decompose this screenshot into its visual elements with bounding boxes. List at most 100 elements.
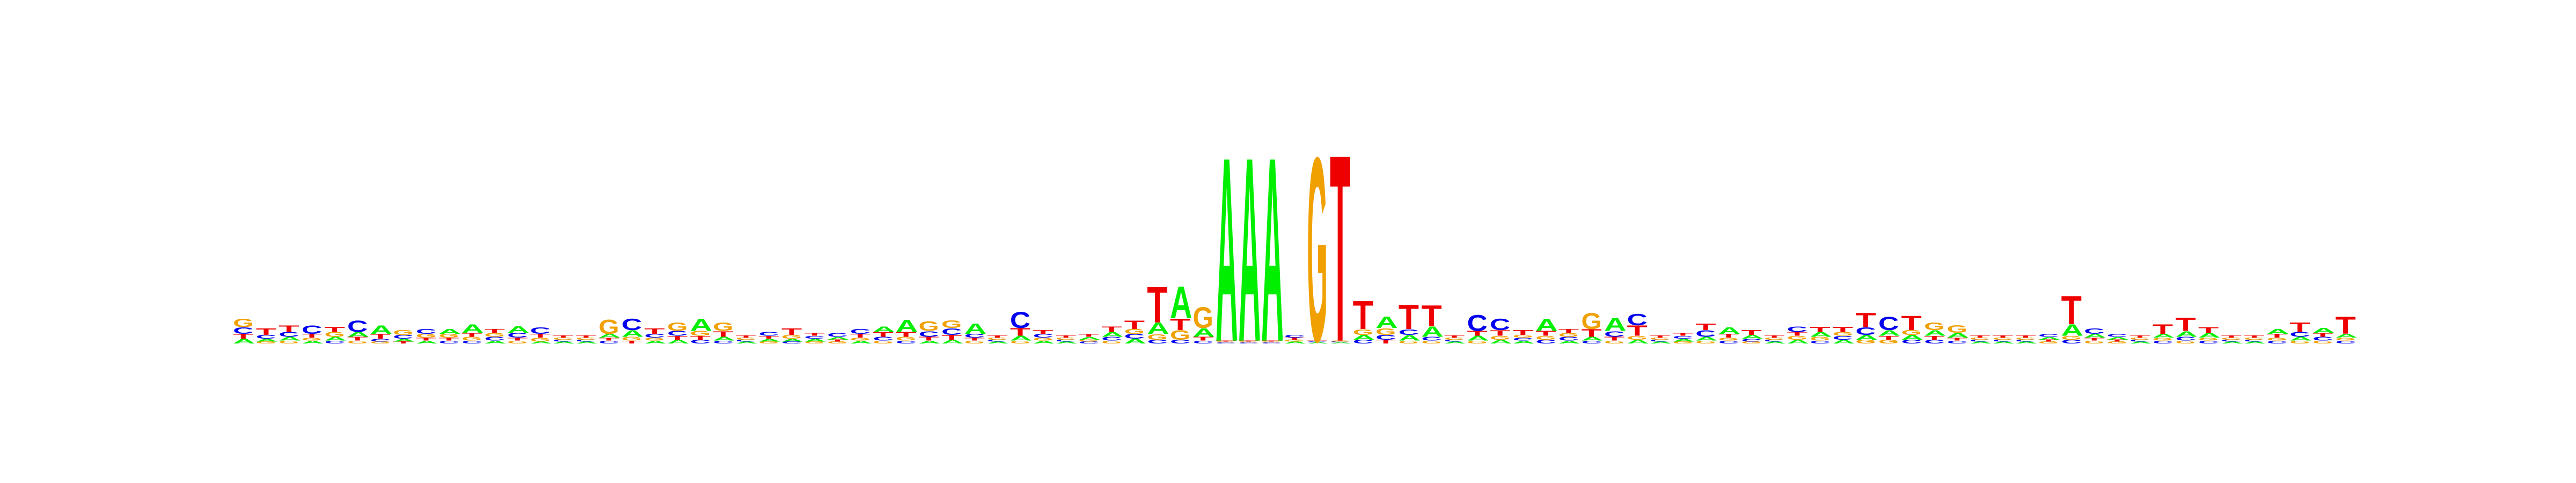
logo-letter-T-pos-84: T [2129,335,2150,339]
logo-letter-C-pos-69: C [1787,325,1807,334]
logo-letter-A-pos-36: A [1033,340,1055,344]
logo-letter-C-pos-8: C [393,334,413,340]
logo-letter-A-pos-81: A [2061,321,2083,339]
logo-letter-A-pos-23: A [736,341,758,344]
logo-letter-A-pos-14: A [530,341,552,344]
logo-letter-T-pos-4: T [302,333,322,339]
logo-letter-T-pos-8: T [393,341,413,345]
logo-letter-T-pos-48: T [1307,340,1327,342]
logo-letter-G-pos-27: G [827,341,847,345]
logo-letter-T-pos-18: T [621,340,642,344]
logo-letter-A-pos-54: A [1444,341,1466,344]
logo-letter-A-pos-35: A [1010,334,1032,342]
logo-letter-G-pos-93: G [2336,337,2356,341]
logo-letter-A-pos-87: A [2198,332,2220,339]
logo-letter-C-pos-38: C [1079,341,1099,344]
logo-letter-G-pos-44: G [1216,341,1236,343]
logo-letter-G-pos-51: G [1375,326,1396,337]
logo-letter-A-pos-53: A [1421,323,1443,340]
logo-letter-T-pos-89: T [2244,335,2264,339]
logo-letter-A-pos-6: A [347,331,369,338]
logo-letter-T-pos-49: T [1330,100,1350,398]
logo-letter-G-pos-6: G [347,340,368,344]
logo-letter-A-pos-60: A [1581,336,1603,342]
logo-letter-G-pos-20: G [667,320,687,334]
logo-letter-C-pos-26: C [804,335,825,339]
logo-letter-A-pos-58: A [1535,315,1558,334]
logo-letter-G-pos-7: G [370,341,391,345]
logo-letter-C-pos-89: C [2244,339,2264,342]
logo-letter-G-pos-19: G [645,337,665,341]
logo-letter-A-pos-89: A [2244,341,2266,344]
logo-letter-A-pos-49: A [1330,342,1352,344]
logo-letter-A-pos-8: A [393,338,415,342]
logo-letter-G-pos-54: G [1444,337,1465,340]
logo-letter-T-pos-34: T [987,335,1007,339]
logo-letter-G-pos-67: G [1741,341,1761,345]
logo-letter-T-pos-68: T [1764,335,1784,339]
logo-letter-C-pos-56: C [1490,316,1510,334]
logo-letter-A-pos-27: A [827,336,849,340]
logo-letter-C-pos-48: C [1307,341,1327,343]
logo-letter-C-pos-81: C [2061,339,2082,345]
logo-letter-G-pos-43: G [1193,302,1213,335]
logo-letter-A-pos-50: A [1353,333,1375,341]
logo-letter-A-pos-34: A [987,341,1009,344]
logo-letter-C-pos-39: C [1101,336,1122,342]
logo-letter-T-pos-65: T [1695,321,1716,332]
logo-letter-T-pos-82: T [2084,337,2104,341]
logo-letter-A-pos-59: A [1558,340,1580,344]
logo-letter-T-pos-92: T [2312,332,2333,338]
logo-letter-A-pos-30: A [896,316,918,335]
logo-letter-T-pos-50: T [1353,292,1373,338]
logo-letter-G-pos-13: G [507,340,528,344]
logo-letter-G-pos-65: G [1695,340,1716,344]
logo-letter-G-pos-47: G [1284,339,1305,342]
logo-letter-G-pos-58: G [1535,335,1556,341]
logo-letter-C-pos-75: C [1924,339,1944,345]
logo-letter-C-pos-7: C [370,338,391,342]
logo-letter-C-pos-83: C [2107,333,2127,338]
logo-letter-T-pos-22: T [713,330,734,339]
logo-letter-A-pos-25: A [781,338,803,342]
logo-letter-G-pos-17: G [598,316,619,338]
logo-letter-A-pos-42: A [1170,277,1192,328]
logo-letter-G-pos-70: G [1810,336,1830,342]
logo-letter-T-pos-21: T [690,335,711,341]
logo-letter-A-pos-84: A [2129,341,2151,344]
logo-letter-A-pos-32: A [941,339,963,345]
logo-letter-A-pos-68: A [1764,341,1786,344]
logo-letter-C-pos-57: C [1513,337,1533,341]
logo-letter-T-pos-19: T [645,326,665,335]
logo-letter-T-pos-16: T [576,335,596,339]
logo-letter-G-pos-18: G [621,336,642,342]
logo-letter-T-pos-23: T [736,335,756,339]
logo-letter-T-pos-2: T [256,326,276,337]
logo-letter-A-pos-93: A [2336,333,2358,339]
logo-letter-C-pos-65: C [1695,328,1716,339]
logo-letter-A-pos-24: A [758,338,780,342]
logo-letter-T-pos-15: T [553,335,573,339]
logo-letter-C-pos-33: C [964,333,985,339]
logo-letter-A-pos-71: A [1833,339,1855,345]
logo-letter-C-pos-32: C [941,326,962,337]
